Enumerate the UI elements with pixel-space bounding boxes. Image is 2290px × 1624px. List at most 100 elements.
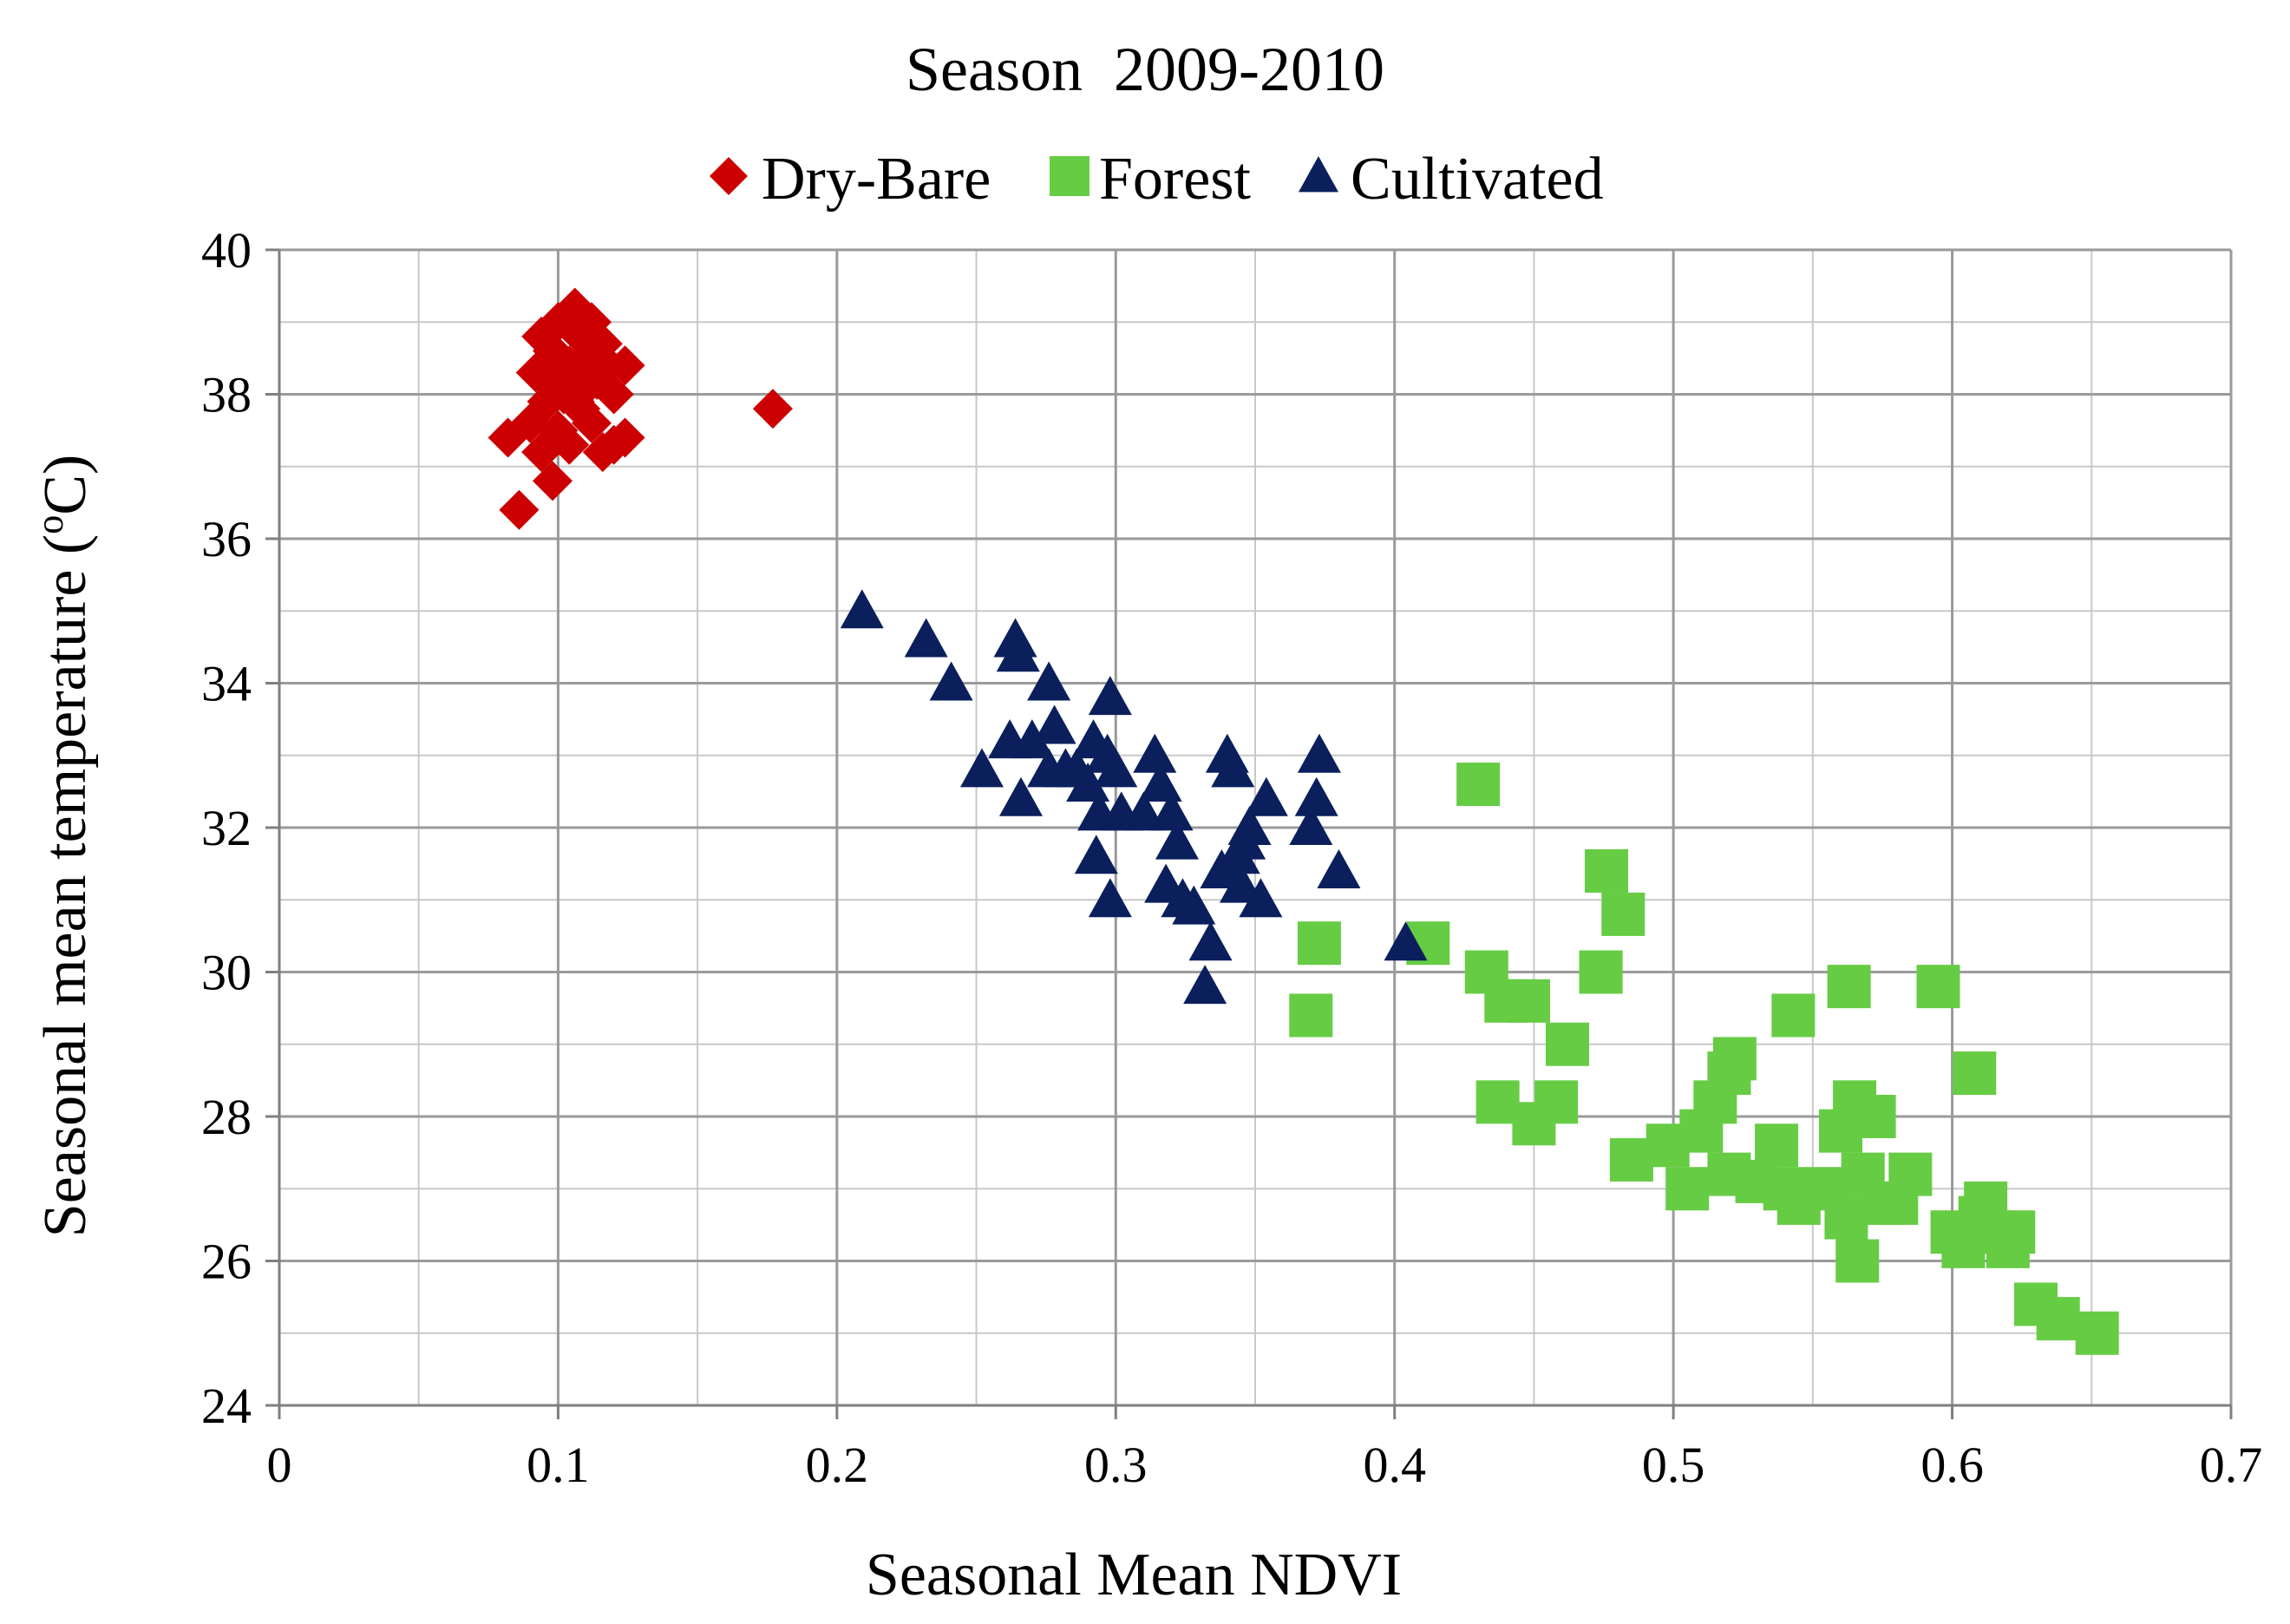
legend-dry-bare-label: Dry-Bare [762,146,991,213]
square-point [1579,950,1623,994]
x-tick-label: 0.2 [806,1437,869,1493]
triangle-point [1239,878,1283,918]
triangle-point [1066,763,1110,802]
triangle-point [1149,791,1194,831]
x-tick-label: 0 [267,1437,292,1493]
diamond-point [499,489,540,530]
square-point [1507,979,1550,1023]
y-tick-label: 24 [201,1378,252,1434]
square-point [1609,1137,1653,1182]
y-tick-label: 36 [201,511,252,567]
legend-forest-label: Forest [1099,146,1252,213]
triangle-point [1088,878,1132,918]
triangle-point [1297,733,1341,773]
triangle-point [960,748,1004,788]
triangle-point [1094,748,1138,788]
triangle-point [1074,835,1118,874]
square-point [1665,1167,1710,1211]
square-point [1953,1051,1997,1096]
y-tick-label: 32 [201,800,252,856]
square-point [1297,921,1341,966]
legend-dry-bare-marker [710,157,748,195]
diamond-point [566,367,606,408]
axes [265,248,2233,1419]
triangle-point [1088,676,1132,716]
y-axis-label-main: Seasonal mean temperature ( [32,534,99,1237]
legend: Dry-Bare Forest Cultivated [710,146,1604,213]
triangle-point [1183,965,1227,1005]
diamond-point [605,417,645,458]
y-tick-label: 26 [201,1234,252,1290]
square-point [1916,965,1960,1009]
triangle-point [840,589,884,629]
square-point [1585,848,1628,893]
diamond-point [605,345,645,386]
square-point [1289,993,1333,1038]
series-cultivated [840,589,1428,1005]
x-tick-label: 0.3 [1084,1437,1148,1493]
triangle-point [1294,776,1338,816]
triangle-point [1219,863,1263,903]
y-axis-label-unit: C) [32,455,99,515]
y-axis-label: Seasonal mean temperature (oC) [29,455,99,1237]
square-point [1835,1239,1880,1283]
diamond-point [752,389,793,429]
triangle-point [1227,806,1272,845]
triangle-point [1211,748,1255,788]
square-point [1456,763,1501,807]
triangle-point [996,632,1040,672]
diamond-point [593,374,634,415]
square-point [1601,892,1646,936]
square-point [1852,1095,1896,1138]
diamond-point [533,461,572,501]
x-tick-label: 0.7 [2200,1437,2263,1493]
triangle-point [1384,921,1428,961]
square-point [2075,1311,2119,1355]
x-tick-label: 0.5 [1642,1437,1705,1493]
tick-labels: 24 26 28 30 32 34 36 38 40 0 0.1 0.2 0.3 0.4 0.5 0.6 0.7 [201,222,2262,1493]
triangle-point [999,776,1043,816]
square-point [1771,993,1816,1038]
legend-cultivated-marker [1299,156,1338,193]
triangle-point [1122,791,1166,831]
square-point [1992,1210,2036,1254]
square-point [1475,1080,1520,1124]
triangle-point [1188,921,1233,961]
triangle-point [904,618,948,658]
triangle-point [1317,848,1361,888]
triangle-point [1032,704,1076,744]
triangle-point [929,661,973,701]
square-point [1755,1123,1799,1168]
y-tick-label: 40 [201,222,252,278]
y-tick-label: 28 [201,1089,252,1145]
square-point [2036,1297,2080,1341]
square-point [1888,1152,1933,1196]
x-tick-label: 0.4 [1363,1437,1426,1493]
triangle-point [1289,806,1333,845]
triangle-point [1155,820,1199,860]
y-tick-label: 38 [201,367,252,423]
triangle-point [1172,885,1216,925]
y-axis-label-degree: o [29,515,71,534]
triangle-point [1027,661,1071,701]
diamond-point [527,359,567,400]
x-tick-label: 0.6 [1920,1437,1984,1493]
square-point [1534,1080,1579,1124]
series-dry-bare [487,287,793,530]
x-axis-label: Seasonal Mean NDVI [866,1542,1402,1608]
legend-forest-marker [1050,156,1089,196]
square-point [1546,1022,1589,1066]
data-points [487,287,2119,1355]
series-forest [1289,763,2119,1355]
diamond-point [549,424,590,465]
triangle-point [1010,719,1054,759]
diamond-point [533,331,572,371]
y-tick-label: 30 [201,945,252,1001]
triangle-point [1133,733,1177,773]
chart-title: Season 2009-2010 [906,35,1384,104]
square-point [1712,1037,1757,1081]
triangle-point [1244,776,1288,816]
triangle-point [1138,763,1182,802]
x-tick-label: 0.1 [527,1437,590,1493]
